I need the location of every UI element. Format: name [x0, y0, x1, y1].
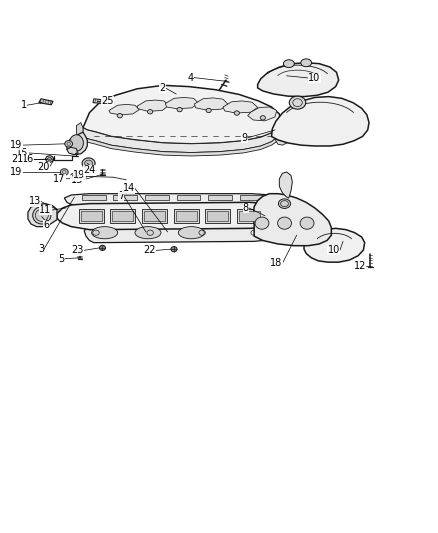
Polygon shape: [39, 99, 53, 105]
Bar: [113, 196, 137, 200]
Bar: [78, 209, 103, 223]
Text: 14: 14: [123, 183, 134, 193]
Polygon shape: [84, 223, 283, 243]
Polygon shape: [83, 85, 279, 144]
Text: 10: 10: [307, 73, 320, 83]
Bar: [239, 196, 263, 200]
Ellipse shape: [82, 175, 86, 178]
Ellipse shape: [32, 207, 51, 224]
Bar: [110, 209, 135, 223]
Bar: [145, 196, 168, 200]
Polygon shape: [67, 147, 77, 155]
Polygon shape: [304, 228, 364, 262]
Polygon shape: [253, 193, 331, 246]
Polygon shape: [287, 214, 305, 244]
Text: 2: 2: [159, 83, 165, 93]
Polygon shape: [109, 104, 139, 115]
Ellipse shape: [300, 59, 311, 67]
Ellipse shape: [92, 227, 117, 239]
Text: 18: 18: [269, 259, 282, 269]
Bar: [173, 209, 198, 223]
Polygon shape: [257, 63, 338, 96]
Text: 22: 22: [142, 246, 155, 255]
Text: 6: 6: [43, 220, 49, 230]
Polygon shape: [279, 172, 292, 198]
Polygon shape: [271, 96, 368, 146]
Ellipse shape: [65, 141, 72, 147]
Ellipse shape: [99, 245, 105, 251]
Bar: [205, 209, 230, 223]
Text: 7: 7: [118, 191, 124, 201]
Bar: [207, 211, 228, 221]
Text: 23: 23: [71, 246, 83, 255]
Ellipse shape: [70, 173, 78, 180]
Ellipse shape: [170, 247, 177, 252]
Text: 12: 12: [353, 261, 365, 271]
Ellipse shape: [205, 108, 211, 112]
Ellipse shape: [278, 199, 290, 208]
Ellipse shape: [177, 108, 182, 112]
Polygon shape: [165, 98, 198, 109]
Text: 15: 15: [71, 175, 83, 185]
Polygon shape: [247, 107, 276, 121]
Polygon shape: [28, 204, 57, 227]
Ellipse shape: [82, 158, 95, 169]
Bar: [81, 211, 101, 221]
Text: 19: 19: [73, 171, 85, 181]
Text: 11: 11: [39, 205, 51, 215]
Polygon shape: [274, 128, 288, 145]
Text: 17: 17: [53, 174, 65, 184]
Ellipse shape: [289, 96, 305, 109]
Bar: [236, 209, 261, 223]
Text: 1: 1: [21, 100, 27, 110]
Polygon shape: [67, 132, 87, 155]
Text: 4: 4: [187, 72, 193, 83]
Text: 9: 9: [241, 133, 247, 143]
Text: 8: 8: [242, 203, 248, 213]
Ellipse shape: [234, 111, 239, 115]
Ellipse shape: [117, 114, 122, 118]
Ellipse shape: [277, 217, 291, 229]
Polygon shape: [223, 101, 257, 113]
Bar: [238, 211, 259, 221]
Ellipse shape: [147, 110, 152, 114]
Polygon shape: [76, 123, 83, 140]
Ellipse shape: [178, 227, 204, 239]
Bar: [112, 211, 133, 221]
Bar: [141, 209, 167, 223]
Text: 16: 16: [22, 155, 34, 165]
Text: 25: 25: [101, 96, 114, 106]
Text: 5: 5: [58, 254, 65, 264]
Polygon shape: [194, 98, 228, 110]
Text: 19: 19: [10, 140, 22, 150]
Ellipse shape: [85, 160, 92, 167]
Text: 10: 10: [327, 245, 339, 255]
Bar: [144, 211, 165, 221]
Polygon shape: [64, 193, 277, 206]
Polygon shape: [83, 136, 279, 156]
Ellipse shape: [46, 156, 53, 162]
Text: 21: 21: [11, 154, 24, 164]
Bar: [176, 196, 200, 200]
Text: 20: 20: [37, 162, 49, 172]
Bar: [81, 196, 105, 200]
Text: 19: 19: [10, 167, 22, 177]
Ellipse shape: [134, 227, 161, 239]
Ellipse shape: [60, 169, 68, 175]
Text: 3: 3: [38, 244, 44, 254]
Ellipse shape: [254, 217, 268, 229]
Polygon shape: [57, 203, 283, 230]
Polygon shape: [83, 128, 277, 152]
Ellipse shape: [69, 135, 83, 151]
Ellipse shape: [300, 217, 313, 229]
Text: 24: 24: [83, 165, 96, 175]
Polygon shape: [137, 100, 168, 111]
Polygon shape: [93, 99, 104, 103]
Bar: [208, 196, 232, 200]
Ellipse shape: [283, 60, 293, 68]
Text: 13: 13: [28, 197, 41, 206]
Text: 15: 15: [16, 148, 29, 158]
Ellipse shape: [260, 116, 265, 120]
Bar: [175, 211, 196, 221]
